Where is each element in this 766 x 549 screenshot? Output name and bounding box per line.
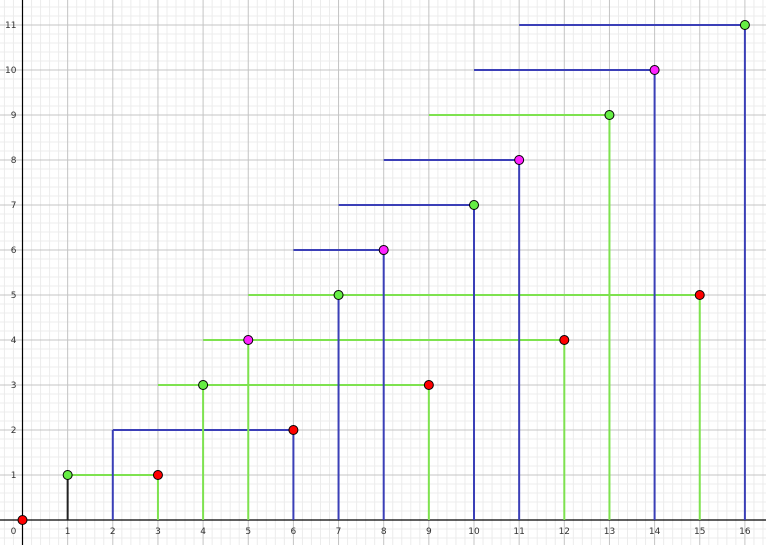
x-tick-label: 6	[291, 527, 297, 537]
x-tick-label: 2	[110, 527, 116, 537]
x-tick-label: 7	[336, 527, 342, 537]
x-tick-label: 12	[559, 527, 570, 537]
y-tick-label: 5	[11, 291, 17, 301]
x-tick-label: 16	[739, 527, 751, 537]
x-tick-label: 10	[468, 527, 480, 537]
data-point	[559, 335, 570, 345]
y-tick-label: 1	[11, 471, 17, 481]
y-tick-label: 11	[5, 21, 16, 31]
data-point	[739, 20, 750, 30]
x-tick-label: 9	[426, 527, 432, 537]
y-tick-label: 8	[11, 156, 17, 166]
points	[17, 20, 750, 525]
data-point	[333, 290, 344, 300]
data-point	[469, 200, 479, 210]
data-point	[514, 155, 525, 165]
data-point	[423, 380, 434, 390]
x-tick-label: 14	[649, 527, 661, 537]
data-point	[378, 245, 389, 255]
x-tick-label: 4	[200, 527, 206, 537]
data-point	[243, 335, 254, 345]
x-tick-label: 13	[604, 527, 615, 537]
x-tick-label: 0	[11, 527, 17, 537]
x-tick-label: 11	[513, 527, 524, 537]
x-tick-label: 8	[381, 527, 387, 537]
y-tick-label: 6	[11, 246, 17, 256]
x-tick-label: 3	[155, 527, 161, 537]
data-point	[604, 110, 615, 120]
data-point	[198, 380, 209, 390]
x-tick-labels: 0 1 2 3 4 5 6 7 8 9 10 11 12 13 14 15 16	[11, 527, 751, 537]
data-point	[288, 425, 299, 435]
segments	[66, 24, 746, 520]
y-tick-label: 4	[11, 336, 17, 346]
y-tick-labels: 1 2 3 4 5 6 7 8 9 10 11	[5, 21, 17, 481]
y-tick-label: 3	[11, 381, 17, 391]
y-tick-label: 9	[11, 111, 17, 121]
y-tick-label: 10	[5, 66, 17, 76]
data-point	[152, 470, 163, 480]
x-tick-label: 1	[65, 527, 71, 537]
y-tick-label: 2	[11, 426, 17, 436]
data-point	[62, 470, 73, 480]
x-tick-label: 5	[245, 527, 251, 537]
x-tick-label: 15	[694, 527, 705, 537]
data-point	[694, 290, 705, 300]
y-tick-label: 7	[11, 201, 17, 211]
data-point	[17, 515, 28, 525]
data-point	[649, 65, 660, 75]
